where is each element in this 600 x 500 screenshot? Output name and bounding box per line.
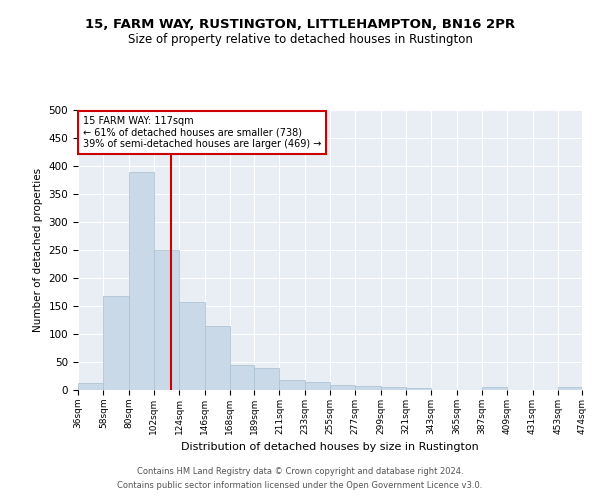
- Bar: [128, 172, 154, 390]
- Bar: [230, 366, 254, 390]
- Bar: [330, 385, 355, 390]
- Bar: [406, 388, 431, 390]
- Bar: [78, 382, 103, 390]
- Bar: [355, 386, 380, 390]
- Bar: [380, 387, 406, 390]
- Text: Contains HM Land Registry data © Crown copyright and database right 2024.: Contains HM Land Registry data © Crown c…: [137, 467, 463, 476]
- Bar: [305, 382, 330, 390]
- Y-axis label: Number of detached properties: Number of detached properties: [33, 168, 43, 332]
- Bar: [558, 387, 582, 390]
- Text: Contains public sector information licensed under the Open Government Licence v3: Contains public sector information licen…: [118, 481, 482, 490]
- Bar: [179, 302, 205, 390]
- Bar: [280, 380, 305, 390]
- Text: 15, FARM WAY, RUSTINGTON, LITTLEHAMPTON, BN16 2PR: 15, FARM WAY, RUSTINGTON, LITTLEHAMPTON,…: [85, 18, 515, 30]
- Text: Size of property relative to detached houses in Rustington: Size of property relative to detached ho…: [128, 32, 472, 46]
- Bar: [154, 250, 179, 390]
- Bar: [482, 387, 507, 390]
- X-axis label: Distribution of detached houses by size in Rustington: Distribution of detached houses by size …: [181, 442, 479, 452]
- Bar: [205, 326, 230, 390]
- Bar: [254, 368, 280, 390]
- Text: 15 FARM WAY: 117sqm
← 61% of detached houses are smaller (738)
39% of semi-detac: 15 FARM WAY: 117sqm ← 61% of detached ho…: [83, 116, 322, 149]
- Bar: [103, 296, 128, 390]
